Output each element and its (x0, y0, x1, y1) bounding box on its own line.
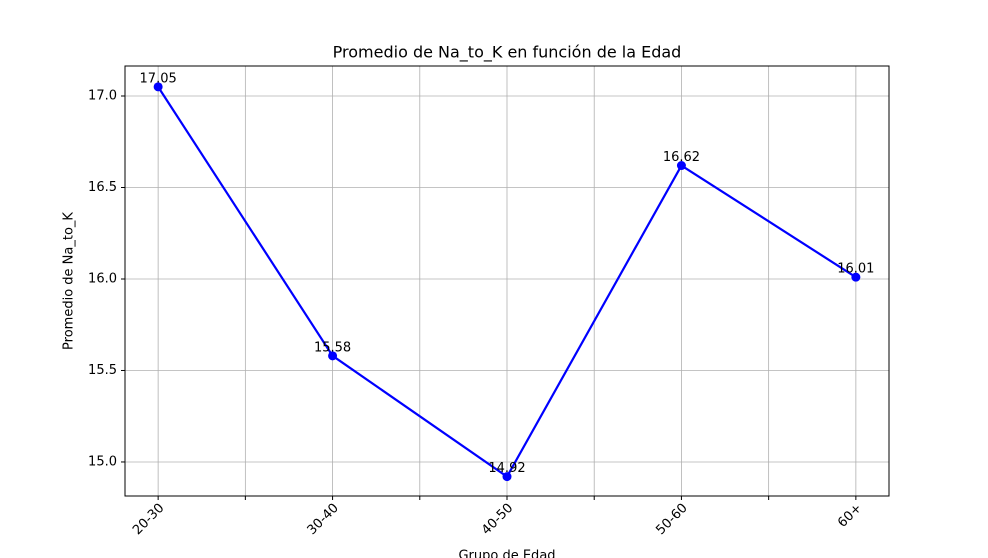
x-tick-label: 20-30 (130, 501, 167, 538)
x-tick-label: 40-50 (479, 501, 516, 538)
data-label: 17.05 (140, 71, 177, 86)
x-tick-label: 60+ (835, 501, 865, 531)
y-tick-label: 17.0 (88, 89, 117, 104)
plot-frame (124, 65, 890, 497)
y-tick-label: 15.5 (88, 363, 117, 378)
x-tick-label: 30-40 (305, 501, 342, 538)
point (153, 82, 163, 92)
x-axis-label: Grupo de Edad (458, 549, 555, 558)
data-label: 16.62 (663, 150, 700, 165)
y-tick-label: 16.5 (88, 180, 117, 195)
y-axis-label: Promedio de Na_to_K (62, 212, 77, 350)
chart-title: Promedio de Na_to_K en función de la Eda… (333, 43, 682, 63)
data-label: 16.01 (837, 262, 874, 277)
point (676, 161, 686, 171)
data-label: 14.92 (488, 461, 525, 476)
y-tick-label: 16.0 (88, 271, 117, 286)
point (328, 351, 338, 361)
point (502, 472, 512, 482)
x-tick-label: 50-60 (653, 501, 690, 538)
point (851, 272, 861, 282)
data-label: 15.58 (314, 340, 351, 355)
y-tick-label: 15.0 (88, 454, 117, 469)
